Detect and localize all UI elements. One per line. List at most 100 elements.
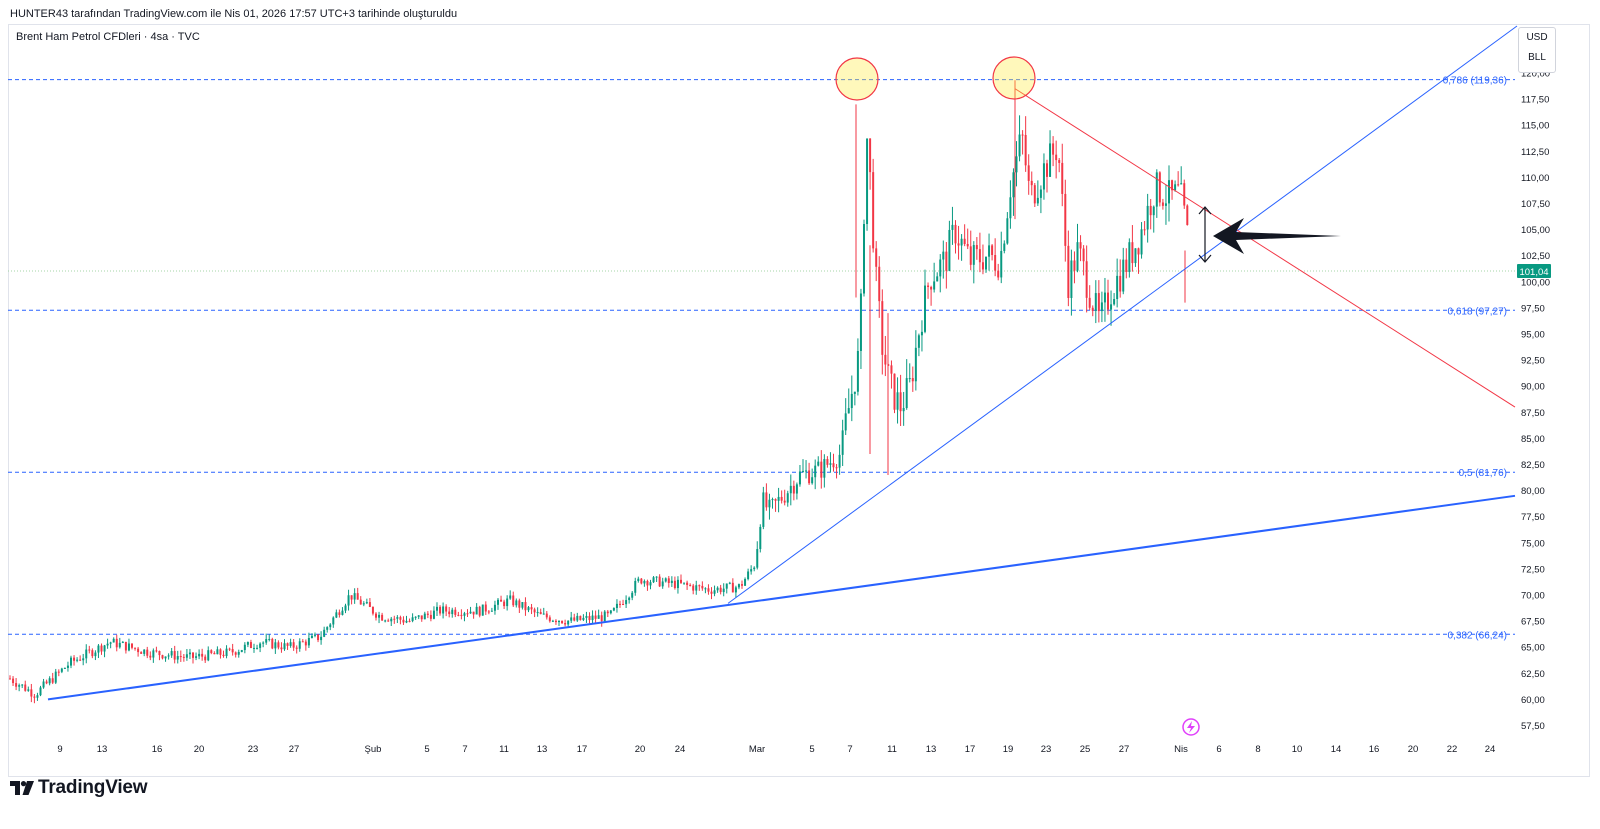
candle-body (85, 649, 88, 659)
price-tick-label: 112,50 (1521, 147, 1549, 158)
candle-body (945, 251, 948, 271)
candle-body (493, 604, 496, 611)
candle-body (332, 617, 335, 625)
candle-body (127, 643, 130, 651)
candle-body (417, 615, 420, 617)
candle-body (1168, 180, 1170, 204)
candle-body (893, 373, 896, 410)
currency-primary[interactable]: USD (1526, 32, 1548, 43)
price-tick-label: 60,00 (1521, 695, 1545, 706)
candle-body (503, 601, 506, 607)
candle-body (747, 571, 750, 580)
candle-body (207, 650, 210, 661)
candle-body (1036, 197, 1039, 204)
tradingview-logo-icon (10, 781, 34, 795)
time-tick-label: 11 (887, 744, 897, 755)
candle-body (823, 459, 826, 478)
candle-body (829, 463, 832, 465)
candle-body (219, 649, 222, 655)
time-tick-label: 20 (194, 744, 205, 755)
candle-body (661, 581, 664, 587)
time-tick-label: 5 (424, 744, 429, 755)
candle-body (60, 668, 63, 672)
candle-body (631, 592, 634, 598)
candle-body (246, 642, 249, 645)
candle-body (253, 647, 255, 649)
candle-body (42, 681, 45, 688)
candle-body (12, 678, 15, 684)
candle-body (933, 281, 936, 290)
price-tick-label: 82,50 (1521, 460, 1545, 471)
tradingview-logo[interactable]: TradingView (10, 777, 148, 799)
currency-selector[interactable]: USD BLL (1518, 27, 1556, 73)
candle-body (1143, 229, 1146, 231)
price-tick-label: 115,00 (1521, 121, 1549, 132)
candle-body (911, 378, 914, 382)
candle-body (564, 623, 567, 625)
time-tick-label: 6 (1216, 744, 1221, 755)
candle-body (619, 603, 621, 605)
candle-body (259, 643, 262, 648)
candle-body (109, 642, 112, 644)
candle-body (149, 655, 152, 658)
candle-body (1097, 293, 1100, 312)
candle-body (310, 635, 313, 638)
candle-body (997, 270, 1000, 278)
candle-body (927, 285, 930, 287)
candle-body (1006, 218, 1009, 244)
candle-body (411, 617, 414, 622)
candle-body (798, 471, 801, 485)
candle-body (1052, 143, 1055, 155)
candle-body (963, 238, 966, 245)
candle-body (814, 465, 817, 478)
candle-body (795, 484, 798, 494)
symbol-title[interactable]: Brent Ham Petrol CFDleri · 4sa · TVC (16, 31, 200, 43)
pointer-arrow-icon (1213, 218, 1341, 254)
candle-body (131, 643, 133, 648)
candle-body (902, 407, 905, 412)
candle-body (320, 636, 323, 641)
trendlines (47, 25, 1518, 701)
candle-body (1021, 134, 1024, 136)
time-tick-label: 22 (1447, 744, 1458, 755)
candle-body (170, 651, 173, 656)
candle-body (536, 612, 539, 614)
candle-body (972, 245, 975, 265)
candle-body (994, 254, 997, 271)
candle-body (1174, 184, 1177, 191)
candle-body (701, 585, 704, 589)
candle-body (612, 608, 615, 611)
price-tick-label: 65,00 (1521, 643, 1545, 654)
candle-body (454, 609, 457, 615)
candle-body (225, 648, 228, 657)
candle-body (847, 408, 850, 414)
candle-body (920, 331, 923, 336)
candle-body (378, 614, 381, 618)
candle-body (1055, 154, 1058, 161)
candle-body (18, 685, 21, 687)
candle-body (890, 365, 893, 374)
candle-body (295, 647, 298, 649)
candle-body (689, 584, 692, 586)
currency-secondary[interactable]: BLL (1528, 52, 1546, 63)
candle-body (33, 696, 36, 698)
candle-body (460, 614, 463, 616)
candle-body (66, 665, 69, 668)
candle-body (387, 620, 390, 622)
candle-body (875, 248, 878, 267)
candle-body (924, 285, 926, 332)
candle-body (344, 605, 347, 611)
arrow-head-down-icon (1198, 254, 1212, 263)
price-tick-label: 95,00 (1521, 330, 1545, 341)
time-tick-label: 20 (1408, 744, 1419, 755)
candle-body (551, 620, 554, 622)
candle-body (914, 347, 917, 382)
candle-body (94, 652, 97, 657)
candle-body (1110, 304, 1113, 310)
candle-body (649, 582, 652, 586)
time-tick-label: 27 (289, 744, 300, 755)
price-axis: 57,50 60,00 62,50 65,00 67,50 70,00 72,50 75,00… (1517, 69, 1551, 732)
price-tick-label: 85,00 (1521, 434, 1545, 445)
candle-body (243, 644, 246, 651)
